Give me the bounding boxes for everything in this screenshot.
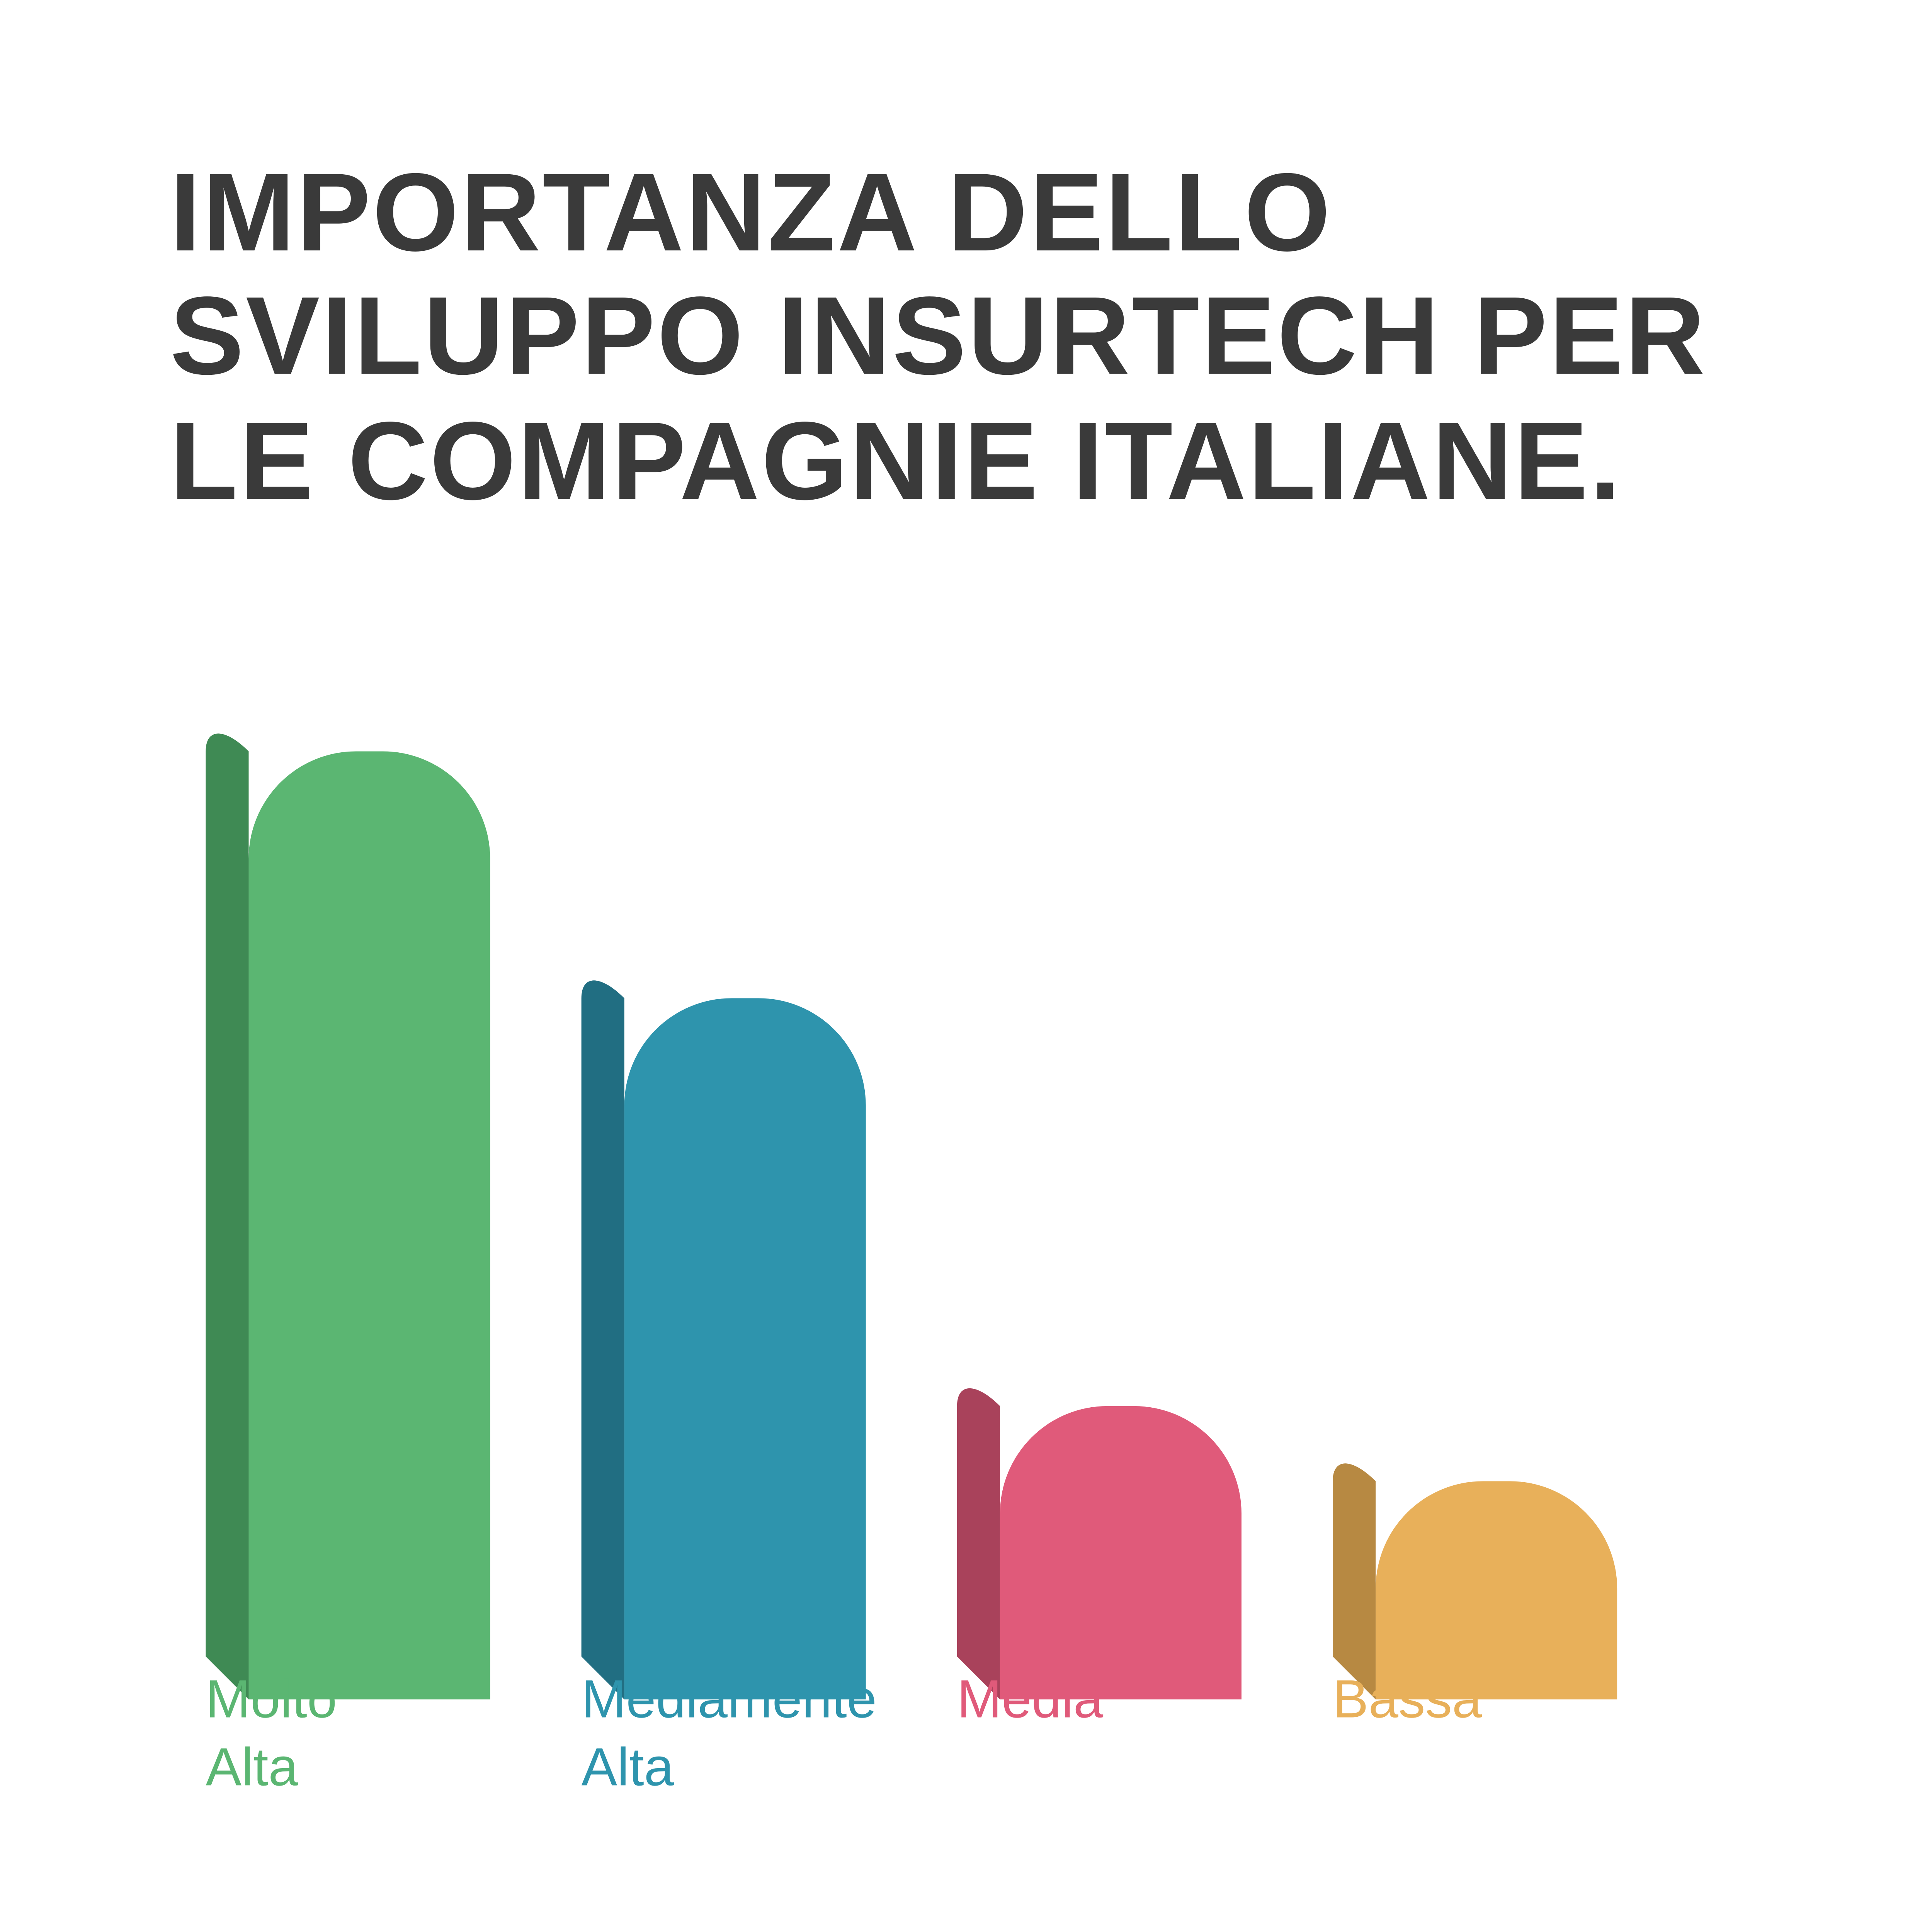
bar-label-line: Alta: [582, 1734, 877, 1801]
bar-chart: MoltoAltaMediamenteAltaMediaBassa: [206, 698, 1672, 1700]
bar-label: MediamenteAlta: [582, 1667, 877, 1801]
bar: [1376, 1481, 1617, 1699]
bar: [1000, 1406, 1242, 1699]
bar: [624, 998, 866, 1699]
bar-label: MoltoAlta: [206, 1667, 337, 1801]
chart-title: IMPORTANZA DELLO SVILUPPO INSURTECH PER …: [170, 152, 1825, 525]
bar-label: Bassa: [1333, 1667, 1482, 1735]
bar-label-line: Bassa: [1333, 1667, 1482, 1735]
bar-label-line: Alta: [206, 1734, 337, 1801]
bar: [249, 751, 490, 1699]
bar-label: Media: [957, 1667, 1103, 1735]
bar-label-line: Media: [957, 1667, 1103, 1735]
bar-label-line: Mediamente: [582, 1667, 877, 1735]
bar-label-line: Molto: [206, 1667, 337, 1735]
